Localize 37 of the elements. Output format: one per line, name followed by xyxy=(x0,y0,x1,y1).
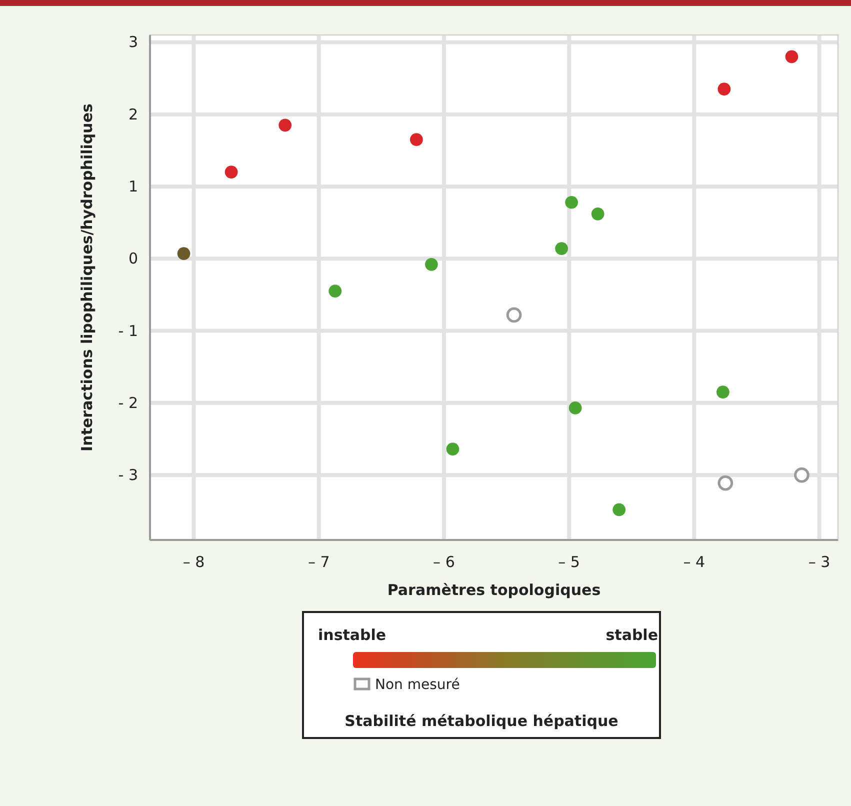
text: stable xyxy=(606,626,658,644)
y-axis-title: Interactions lipophiliques/hydrophiliques xyxy=(78,103,96,452)
x-tick-label: – 6 xyxy=(433,553,455,571)
y-tick-label: - 3 xyxy=(118,466,138,484)
y-tick-label: 3 xyxy=(128,33,138,52)
point xyxy=(565,196,578,209)
point xyxy=(794,467,810,483)
point xyxy=(224,166,238,178)
point xyxy=(591,207,604,220)
x-tick-label: – 5 xyxy=(558,553,580,571)
y-tick-label: 0 xyxy=(128,250,138,268)
legend-title: Stabilité métabolique hépatique xyxy=(344,712,618,730)
point xyxy=(410,133,423,146)
point xyxy=(425,258,438,271)
point xyxy=(718,82,731,96)
point xyxy=(328,284,342,298)
x-tick-label: – 8 xyxy=(182,553,205,571)
point xyxy=(716,386,730,399)
point xyxy=(718,475,734,491)
x-tick-label: – 7 xyxy=(308,553,330,571)
point xyxy=(568,402,582,414)
point xyxy=(612,503,626,516)
x-axis-title: Paramètres topologiques xyxy=(387,581,601,599)
point xyxy=(278,118,292,132)
y-tick-label: 2 xyxy=(128,105,138,124)
x-tick-label: – 3 xyxy=(808,553,830,571)
y-tick-label: 1 xyxy=(128,178,138,196)
x-tick-label: – 4 xyxy=(683,553,706,571)
y-tick-label: - 1 xyxy=(118,322,138,340)
point xyxy=(785,50,798,64)
legend-label: Non mesuré xyxy=(375,677,460,693)
point xyxy=(555,242,568,255)
point xyxy=(177,247,190,260)
point xyxy=(506,307,522,323)
text: instable xyxy=(318,626,386,644)
point xyxy=(446,442,460,456)
y-tick-label: - 2 xyxy=(118,394,138,412)
